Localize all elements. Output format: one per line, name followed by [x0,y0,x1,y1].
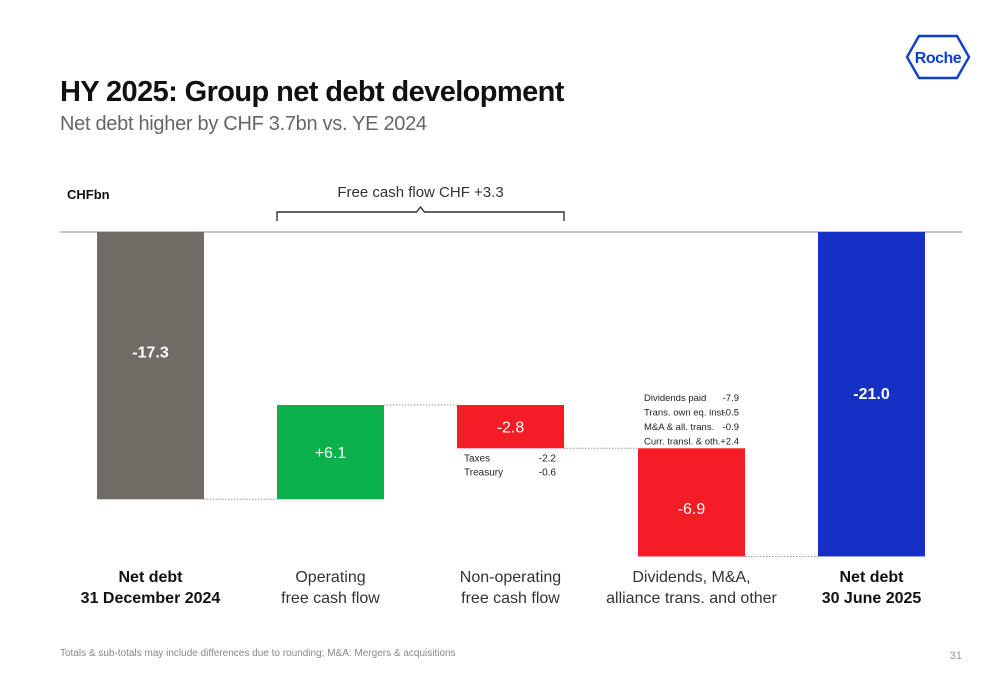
category-label-2-0: Non-operating [460,569,561,586]
bar-4 [818,232,925,557]
roche-logo: Roche [905,34,971,80]
category-label-2-1: free cash flow [461,590,560,607]
bar-0 [97,232,204,500]
category-label-1-0: Operating [295,569,365,586]
bar-value-label-2: -2.8 [497,420,525,437]
page-number: 31 [949,650,962,662]
page-title: HY 2025: Group net debt development [60,76,564,108]
footnote: Totals & sub-totals may include differen… [60,648,456,659]
bar-value-label-0: -17.3 [132,345,169,362]
breakdown-name-3-0: Dividends paid [644,393,706,404]
breakdown-name-2-0: Taxes [464,453,490,464]
bar-value-label-3: -6.9 [678,501,706,518]
breakdown-value-2-1: -0.6 [539,467,557,478]
bar-3 [638,448,745,557]
bar-2 [457,405,564,449]
bracket-label: Free cash flow CHF +3.3 [337,184,503,201]
breakdown-name-3-2: M&A & all. trans. [644,422,714,433]
page-subtitle: Net debt higher by CHF 3.7bn vs. YE 2024 [60,113,427,135]
category-label-0-1: 31 December 2024 [81,590,221,607]
breakdown-name-3-3: Curr. transl. & oth. [644,437,721,448]
category-label-4-1: 30 June 2025 [822,590,922,607]
category-label-4-0: Net debt [840,569,905,586]
breakdown-value-3-1: -0.5 [723,408,739,419]
bar-value-label-4: -21.0 [853,386,890,403]
category-label-1-1: free cash flow [281,590,380,607]
breakdown-value-3-3: +2.4 [720,437,739,448]
bar-1 [277,405,384,500]
breakdown-name-2-1: Treasury [464,467,503,478]
breakdown-name-3-1: Trans. own eq. inst. [644,408,727,419]
category-label-3-1: alliance trans. and other [606,590,777,607]
breakdown-value-3-0: -7.9 [723,393,739,404]
breakdown-value-3-2: -0.9 [723,422,739,433]
breakdown-value-2-0: -2.2 [539,453,557,464]
category-label-0-0: Net debt [119,569,184,586]
bar-value-label-1: +6.1 [315,445,347,462]
free-cash-flow-bracket [276,205,565,221]
logo-text: Roche [915,50,962,67]
category-label-3-0: Dividends, M&A, [632,569,750,586]
unit-label: CHFbn [67,187,110,202]
